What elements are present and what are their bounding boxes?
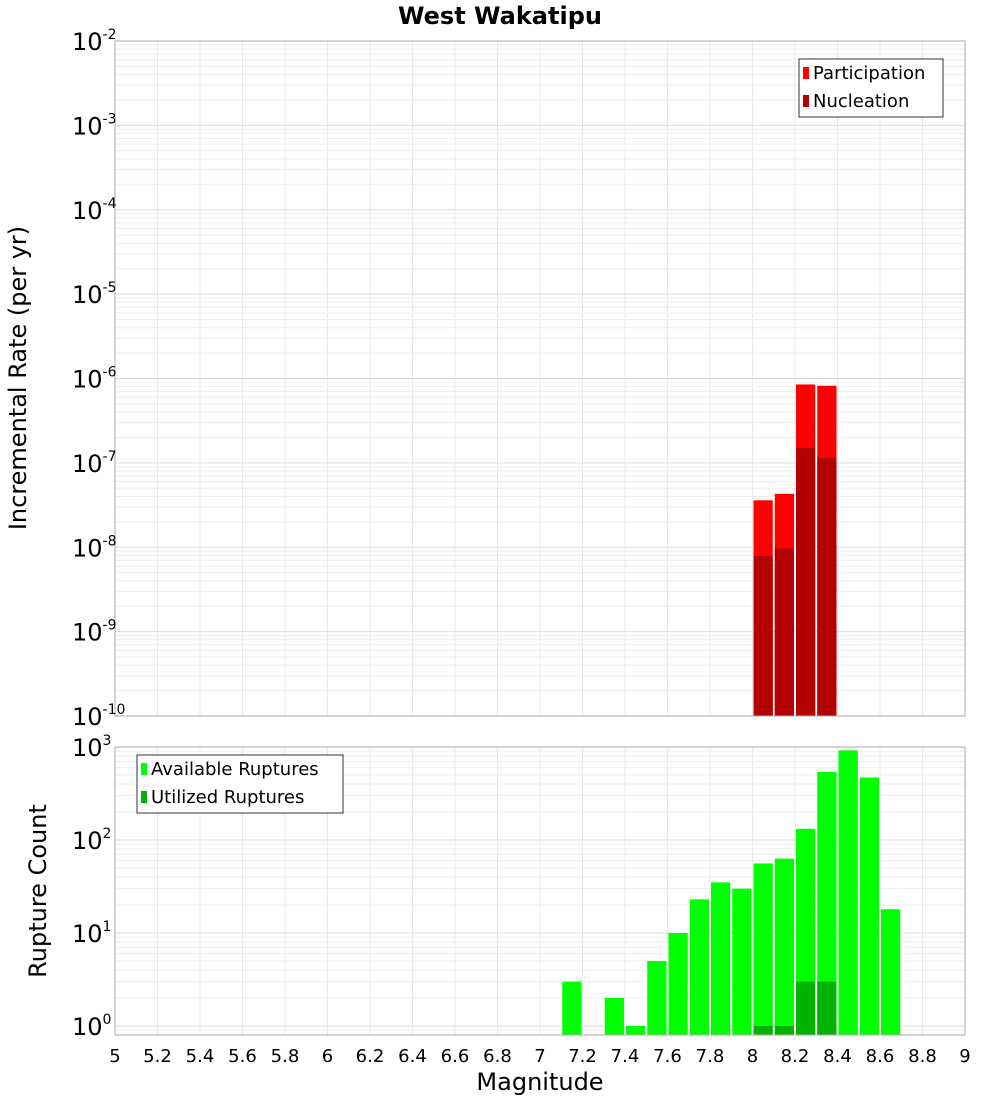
y-tick-label: 10-10 xyxy=(72,702,125,731)
y-tick-label: 10-6 xyxy=(72,365,117,394)
legend-swatch xyxy=(141,763,147,775)
bar xyxy=(796,981,816,1035)
y-tick-label: 10-4 xyxy=(72,196,117,225)
legend-swatch xyxy=(803,95,809,107)
legend-label: Utilized Ruptures xyxy=(151,787,304,808)
y-tick-label: 10-8 xyxy=(72,533,117,562)
bar xyxy=(859,777,879,1035)
x-tick-label: 6.4 xyxy=(398,1046,427,1067)
y-axis-label-rate: Incremental Rate (per yr) xyxy=(4,226,32,530)
bar xyxy=(774,858,794,1035)
x-tick-label: 8.2 xyxy=(781,1046,810,1067)
bar xyxy=(838,750,858,1035)
rate-plot: 10-10 10-9 10-8 10-7 10-6 10-5 10-4 10-3 10-2 Par… xyxy=(72,27,966,731)
bar xyxy=(774,1025,794,1035)
x-tick-label: 8 xyxy=(747,1046,758,1067)
legend-label: Nucleation xyxy=(813,91,909,112)
x-tick-label: 8.8 xyxy=(908,1046,937,1067)
plot-frame xyxy=(114,746,966,1036)
legend-label: Available Ruptures xyxy=(151,759,319,780)
x-tick-label: 7.6 xyxy=(653,1046,682,1067)
x-tick-label: 7 xyxy=(534,1046,545,1067)
bar xyxy=(881,909,901,1035)
y-tick-label: 101 xyxy=(72,919,111,948)
bar xyxy=(774,548,794,716)
x-tick-label: 7.2 xyxy=(568,1046,597,1067)
x-tick-label: 5.6 xyxy=(228,1046,257,1067)
x-tick-label: 5 xyxy=(109,1046,120,1067)
y-tick-label: 10-5 xyxy=(72,280,117,309)
bar xyxy=(711,882,731,1035)
y-tick-label: 100 xyxy=(72,1012,111,1041)
x-tick-label: 5.2 xyxy=(143,1046,172,1067)
bar xyxy=(562,981,582,1035)
x-tick-label: 5.8 xyxy=(271,1046,300,1067)
x-tick-label: 8.6 xyxy=(866,1046,895,1067)
plot-frame xyxy=(114,40,966,717)
legend: Available Ruptures Utilized Ruptures xyxy=(136,754,344,814)
x-axis-label: Magnitude xyxy=(476,1068,603,1096)
rupture-count-plot: 100 101 102 103 5 5.2 5.4 5.6 5.8 6 6.2 6.4 6.6 6.8 7 7… xyxy=(72,733,971,1067)
legend-box xyxy=(798,58,944,118)
bar xyxy=(604,997,624,1035)
series-secondary xyxy=(753,981,837,1035)
bar xyxy=(817,771,837,1035)
bar xyxy=(668,932,688,1035)
y-tick-label: 10-7 xyxy=(72,449,117,478)
legend: Participation Nucleation xyxy=(798,58,944,118)
y-tick-label: 10-2 xyxy=(72,27,117,56)
y-tick-label: 102 xyxy=(72,826,111,855)
bar xyxy=(626,1025,646,1035)
x-tick-label: 9 xyxy=(959,1046,970,1067)
x-tick-label: 6 xyxy=(322,1046,333,1067)
bar xyxy=(753,1025,773,1035)
x-tick-label: 5.4 xyxy=(186,1046,215,1067)
legend-box xyxy=(136,754,344,814)
chart-title: West Wakatipu xyxy=(398,2,602,30)
bar xyxy=(647,960,667,1035)
x-tick-label: 6.2 xyxy=(356,1046,385,1067)
legend-swatch xyxy=(141,791,147,803)
y-tick-label: 103 xyxy=(72,733,111,762)
bar xyxy=(689,899,709,1035)
bar xyxy=(753,863,773,1035)
series-secondary xyxy=(753,448,837,716)
x-tick-label: 7.8 xyxy=(696,1046,725,1067)
y-tick-label: 10-3 xyxy=(72,111,117,140)
legend-swatch xyxy=(803,67,809,79)
grid-lines xyxy=(114,40,966,717)
bar xyxy=(817,981,837,1035)
bar xyxy=(817,457,837,716)
bar xyxy=(732,888,752,1035)
y-axis-label-count: Rupture Count xyxy=(24,804,52,978)
bar xyxy=(796,448,816,716)
legend-label: Participation xyxy=(813,63,925,84)
bar xyxy=(753,555,773,716)
x-tick-label: 6.6 xyxy=(441,1046,470,1067)
series-primary xyxy=(562,750,901,1035)
x-tick-label: 7.4 xyxy=(611,1046,640,1067)
x-tick-label: 6.8 xyxy=(483,1046,512,1067)
x-tick-label: 8.4 xyxy=(823,1046,852,1067)
y-tick-label: 10-9 xyxy=(72,618,117,647)
